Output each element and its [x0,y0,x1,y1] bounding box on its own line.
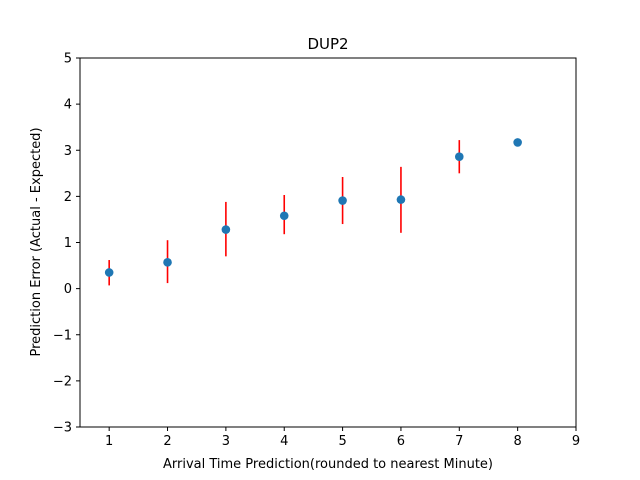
y-tick-label: 3 [64,144,72,159]
x-tick-label: 1 [105,434,113,449]
y-tick-label: −2 [53,374,72,389]
x-tick-label: 9 [572,434,580,449]
chart-title: DUP2 [307,35,348,53]
x-tick-label: 6 [397,434,405,449]
x-tick-label: 8 [514,434,522,449]
x-tick-label: 4 [280,434,288,449]
data-point [338,196,347,205]
y-tick-label: 1 [64,236,72,251]
x-tick-label: 3 [222,434,230,449]
y-tick-label: 2 [64,190,72,205]
y-tick-label: 0 [64,282,72,297]
data-point [454,152,464,162]
data-point [513,138,522,147]
data-point [104,268,114,277]
data-point [221,225,231,234]
y-tick-label: −3 [53,421,72,436]
y-tick-label: −1 [53,328,72,343]
data-point [279,211,289,221]
y-tick-label: 4 [64,98,72,113]
x-tick-label: 2 [163,434,171,449]
y-axis-label: Prediction Error (Actual - Expected) [29,127,44,356]
plot-area: 1 2 3 4 5 6 7 8 9 −3 −2 −1 0 1 2 3 4 5 [53,52,580,450]
x-tick-label: 5 [338,434,346,449]
x-axis-label: Arrival Time Prediction(rounded to neare… [163,457,493,472]
y-tick-label: 5 [64,52,72,67]
data-point [396,195,406,204]
data-point [163,258,172,267]
axes-frame [79,57,577,428]
x-tick-label: 7 [455,434,463,449]
